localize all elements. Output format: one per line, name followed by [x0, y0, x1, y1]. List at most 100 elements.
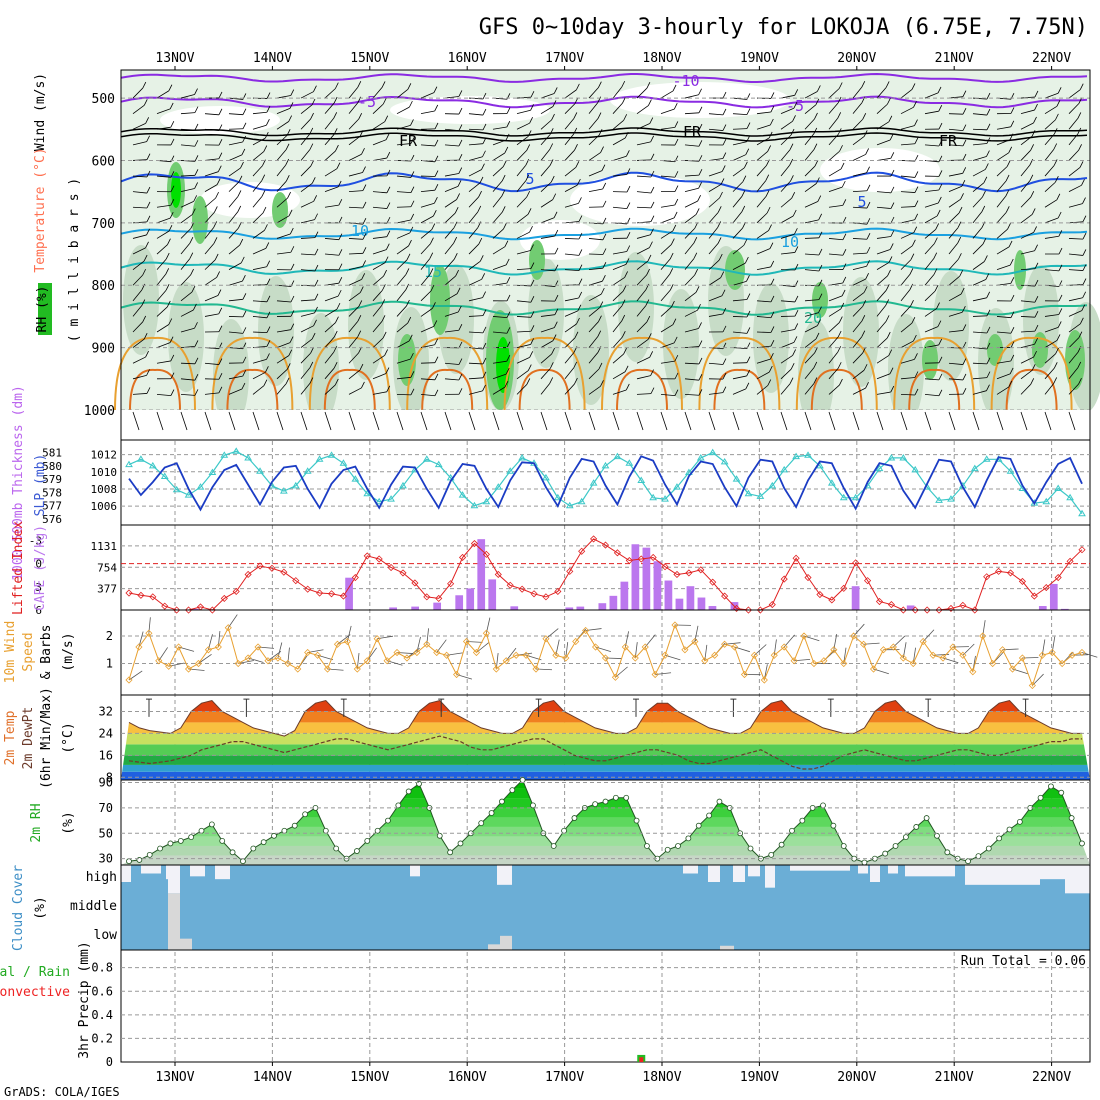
wind-barb-flag [506, 354, 511, 362]
wind-barb [396, 340, 410, 348]
wind-barb [828, 102, 839, 114]
wind-barb-flag [578, 197, 582, 204]
wind-barb [804, 312, 819, 317]
wind-barb [636, 375, 651, 380]
wind-barb-flag [911, 83, 916, 90]
rh-point [996, 835, 1003, 842]
wind-barb [756, 165, 767, 177]
wind-barb-flag [694, 222, 699, 229]
wind-barb [204, 227, 215, 239]
wind-barb [996, 386, 1010, 395]
wind-barb [468, 377, 483, 380]
wind-barb-flag [314, 306, 318, 314]
thickness-point [244, 453, 253, 461]
wind-barb-flag [861, 81, 866, 88]
li-point [923, 606, 931, 614]
rh-point [623, 794, 630, 801]
wind-barb [492, 316, 507, 319]
li-point [458, 553, 467, 562]
wind-speed-point [1048, 648, 1056, 657]
wind-barb [1044, 165, 1055, 177]
wind-barb-flag [334, 378, 339, 386]
wind-barb [612, 119, 624, 130]
wind-barb-flag [333, 346, 338, 353]
wind-barb-flag [602, 182, 607, 190]
wind-barb [476, 642, 490, 653]
wind-barb-flag [817, 195, 822, 202]
wind-barb [636, 247, 650, 255]
wind-speed-point [641, 643, 649, 651]
temp-band [121, 771, 1090, 780]
wind-barb [204, 259, 216, 270]
cloud-clear-high [748, 865, 760, 877]
wind-barb [276, 329, 291, 333]
wind-barb-flag [381, 299, 386, 306]
y-tick-label: 500 [92, 92, 115, 107]
wind-barb-flag [481, 273, 486, 280]
wind-barb-flag [169, 211, 174, 219]
wind-barb-flag [602, 275, 606, 282]
axis-label: (%) [61, 811, 76, 834]
wind-barb [972, 243, 984, 255]
wind-barb-flag [482, 309, 487, 316]
wind-barb [900, 340, 914, 348]
surface-wind-barb [300, 411, 308, 431]
wind-barb-flag [1009, 258, 1014, 266]
cape-bar [598, 603, 607, 610]
wind-barb [1044, 149, 1055, 161]
wind-barb-flag [793, 102, 798, 109]
wind-barb-flag [885, 299, 890, 306]
wind-barb-flag [792, 115, 796, 122]
wind-barb-flag [1034, 244, 1038, 251]
wind-barb [876, 236, 891, 239]
rh-point [291, 822, 298, 829]
wind-barb-flag [982, 190, 986, 198]
wind-barb [1068, 184, 1082, 193]
axis-label-wind: Wind (m/s) [33, 73, 48, 151]
x-tick-label: 21NOV [935, 51, 974, 66]
wind-barb [636, 356, 650, 364]
surface-wind-barb [756, 411, 764, 431]
cape-bar [510, 606, 519, 610]
wind-barb-flag [936, 302, 940, 309]
wind-barb-flag [722, 307, 727, 315]
wind-barb [828, 134, 839, 146]
wind-barb [1068, 118, 1079, 130]
li-point [482, 550, 490, 558]
axis-label: (6hr Min/Max) [39, 687, 54, 789]
wind-barb-flag [698, 374, 703, 381]
wind-barb [948, 113, 964, 115]
wind-barb-flag [866, 260, 870, 267]
rh-point [799, 817, 806, 824]
wind-barb-flag [626, 202, 631, 209]
wind-barb [876, 305, 887, 317]
thickness-point [518, 453, 526, 461]
wind-barb [876, 275, 888, 286]
wind-barb [1068, 221, 1083, 224]
surface-wind-barb [156, 411, 164, 431]
x-tick-label: 22NOV [1032, 51, 1071, 66]
wind-barb-flag [289, 336, 294, 343]
wind-barb [876, 391, 891, 395]
cape-bar [1049, 583, 1058, 610]
wind-speed-point [403, 654, 411, 662]
wind-barb-flag [765, 174, 770, 181]
wind-barb [1020, 135, 1033, 146]
wind-barb [204, 197, 216, 208]
wind-barb [276, 369, 288, 380]
wind-speed-point [1068, 651, 1076, 659]
wind-barb [684, 242, 695, 255]
wind-barb [492, 152, 506, 161]
wind-barb [372, 355, 385, 364]
thickness-point [137, 455, 145, 462]
wind-barb-flag [937, 196, 942, 204]
wind-barb-flag [674, 389, 679, 396]
wind-barb [1068, 133, 1079, 146]
wind-barb [660, 204, 675, 208]
wind-barb [228, 211, 239, 224]
thickness-point [327, 451, 336, 458]
wind-barb-flag [310, 112, 314, 120]
x-axis-top: 13NOV 14NOV 15NOV 16NOV 17NOV 18NOV 19NOV 20NOV… [155, 51, 1071, 70]
wind-barb-flag [935, 223, 940, 230]
wind-barb [612, 305, 623, 317]
